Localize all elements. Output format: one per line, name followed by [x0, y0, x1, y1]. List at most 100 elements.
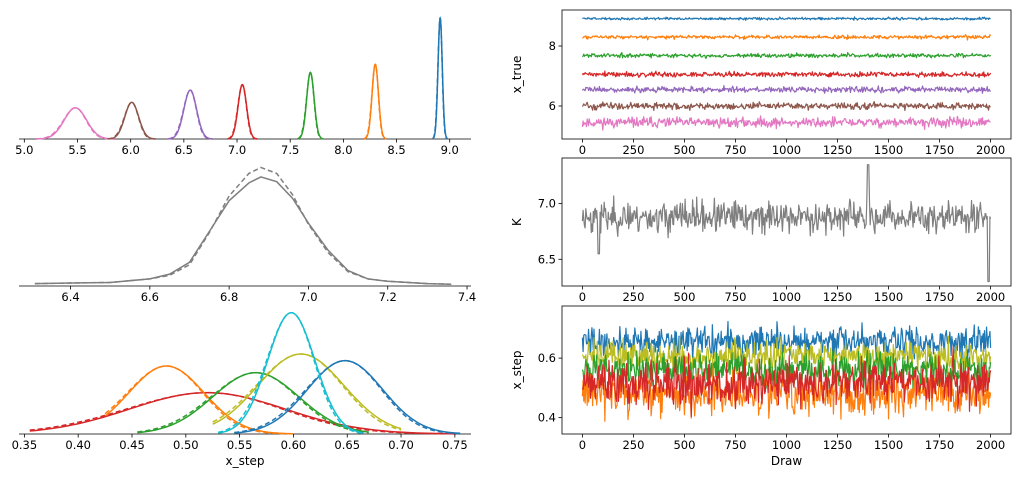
K-density-series-dashed: [34, 166, 452, 285]
x_true-density-x-tick-label: 8.0: [334, 143, 352, 157]
x_true-density-series-pink-dashed: [36, 107, 115, 140]
K-trace-y-ticks: 6.5 7.0 K: [510, 197, 562, 266]
x_true-density-series-brown-dashed: [107, 101, 156, 140]
x_step-trace-x-tick-label: 2000: [976, 438, 1005, 452]
x_step-density-x-axis-label: x_step: [225, 454, 264, 468]
K-trace-y-axis-label: K: [510, 217, 524, 226]
x_true-trace-x-tick-label: 1250: [823, 143, 852, 157]
K-trace-x-tick-label: 1000: [772, 290, 801, 304]
K-trace-x-tick-label: 1500: [874, 290, 903, 304]
x_true-density-x-tick-label: 9.0: [441, 143, 459, 157]
x_step-trace-x-tick-label: 1000: [772, 438, 801, 452]
x_true-density-series-red-dashed: [227, 83, 258, 140]
x_step-density-x-tick-label: 0.50: [173, 438, 199, 452]
x_true-trace-x-tick-label: 0: [579, 143, 586, 157]
x_true-trace-x-ticks: 0 250 500 750 1000 1250 1500 1750 2000: [579, 139, 1005, 157]
x_true-density-x-tick-label: 8.5: [387, 143, 405, 157]
K-trace-y-tick-label: 6.5: [538, 252, 556, 266]
K-trace-x-tick-label: 1750: [925, 290, 954, 304]
x_true-density-series-purple-dashed: [167, 89, 213, 140]
K-density-x-tick-label: 7.4: [458, 290, 476, 304]
x_true-density-x-tick-label: 5.0: [15, 143, 33, 157]
K-density-x-ticks: 6.4 6.6 6.8 7.0 7.2 7.4: [61, 286, 476, 304]
x_step-trace-series-red: [581, 346, 992, 418]
x_step-trace-x-tick-label: 0: [579, 438, 586, 452]
x_step-trace-x-tick-label: 500: [673, 438, 695, 452]
K-density-x-tick-label: 6.6: [141, 290, 159, 304]
K-density-x-tick-label: 7.2: [379, 290, 397, 304]
x_true-trace-series-orange: [581, 34, 992, 41]
x_step-density-x-tick-label: 0.70: [388, 438, 414, 452]
x_true-trace-x-tick-label: 1750: [925, 143, 954, 157]
x_step-density-x-tick-label: 0.55: [227, 438, 253, 452]
x_step-density-series-blue-dashed: [234, 359, 461, 435]
x_true-trace-series-green: [581, 51, 992, 59]
x_step-trace-x-axis-label: Draw: [771, 454, 803, 468]
x_step-trace-y-axis-label: x_step: [510, 350, 524, 389]
x_step-trace-x-tick-label: 1750: [925, 438, 954, 452]
x_step-density-x-tick-label: 0.60: [281, 438, 307, 452]
K-trace-x-tick-label: 250: [622, 290, 644, 304]
K-trace-lines: [581, 164, 992, 283]
x_step-density-x-tick-label: 0.65: [334, 438, 360, 452]
x_true-density-x-tick-label: 7.0: [228, 143, 246, 157]
x_true-density-series-blue-dashed: [432, 16, 448, 140]
K-trace-series-gray: [581, 164, 992, 283]
x_step-trace-x-tick-label: 1500: [874, 438, 903, 452]
x_true-trace-lines: [581, 16, 992, 131]
x_true-trace-y-tick-label: 8: [549, 39, 556, 53]
x_true-trace-series-purple: [581, 84, 992, 94]
x_step-trace-x-tick-label: 750: [725, 438, 747, 452]
x_true-density-x-tick-label: 6.5: [175, 143, 193, 157]
K-trace-x-tick-label: 750: [725, 290, 747, 304]
x_step-trace-y-tick-label: 0.4: [538, 411, 556, 425]
x_step-density-series-orange-dashed: [104, 365, 294, 435]
x_true-trace-x-tick-label: 750: [725, 143, 747, 157]
x_true-density-x-tick-label: 7.5: [281, 143, 299, 157]
x_step-density-series-cyan-dashed: [217, 311, 364, 435]
K-trace-x-tick-label: 500: [673, 290, 695, 304]
x_step-density-series-olive: [212, 353, 402, 430]
x_true-trace-y-tick-label: 6: [549, 99, 556, 113]
x_true-density-series-green-dashed: [297, 71, 324, 140]
x_true-trace-x-tick-label: 500: [673, 143, 695, 157]
K-trace-x-tick-label: 2000: [976, 290, 1005, 304]
K-trace-x-tick-label: 1250: [823, 290, 852, 304]
x_step-density-x-tick-label: 0.40: [65, 438, 91, 452]
x_step-trace-x-tick-label: 250: [622, 438, 644, 452]
K-density-x-tick-label: 7.0: [299, 290, 317, 304]
x_step-trace-x-ticks: 0 250 500 750 1000 1250 1500 1750 2000 Draw: [579, 434, 1005, 468]
K-trace-y-tick-label: 7.0: [538, 197, 556, 211]
x_step-trace-series-olive: [581, 335, 992, 378]
x_true-density-x-tick-label: 6.0: [122, 143, 140, 157]
x_step-density-series-green-dashed: [137, 371, 369, 434]
K-trace-x-ticks: 0 250 500 750 1000 1250 1500 1750 2000: [579, 286, 1005, 304]
x_true-trace-series-blue: [582, 16, 991, 21]
x_step-trace-y-tick-label: 0.6: [538, 351, 556, 365]
x_step-trace-x-tick-label: 1250: [823, 438, 852, 452]
x_true-trace-series-pink: [581, 115, 991, 131]
x_step-density-x-tick-label: 0.45: [119, 438, 145, 452]
x_true-density-series-orange-dashed: [363, 63, 387, 140]
x_true-trace-y-ticks: 6 8 x_true: [510, 39, 562, 113]
x_step-density-x-ticks: 0.35 0.40 0.45 0.50 0.55 0.60 0.65 0.70 0.75 x_st…: [12, 434, 468, 468]
x_step-trace-series-blue: [581, 320, 992, 364]
K-trace-x-tick-label: 0: [579, 290, 586, 304]
K-density-x-tick-label: 6.4: [61, 290, 79, 304]
K-density-x-tick-label: 6.8: [220, 290, 238, 304]
x_step-density-x-tick-label: 0.75: [442, 438, 468, 452]
x_true-trace-series-brown: [581, 101, 991, 112]
x_true-trace-x-tick-label: 250: [622, 143, 644, 157]
x_step-density-series-red-dashed: [29, 391, 455, 435]
x_true-trace-x-tick-label: 1500: [874, 143, 903, 157]
x_true-trace-y-axis-label: x_true: [510, 56, 524, 94]
x_true-density-x-ticks: 5.0 5.5 6.0 6.5 7.0 7.5 8.0 8.5 9.0: [15, 139, 459, 157]
x_step-density-x-tick-label: 0.35: [12, 438, 38, 452]
x_true-trace-x-tick-label: 2000: [976, 143, 1005, 157]
x_true-density-x-tick-label: 5.5: [68, 143, 86, 157]
x_step-trace-y-ticks: 0.4 0.6 x_step: [510, 350, 562, 425]
x_true-trace-series-red: [581, 70, 992, 79]
x_step-trace-lines: [581, 320, 992, 422]
x_true-trace-x-tick-label: 1000: [772, 143, 801, 157]
